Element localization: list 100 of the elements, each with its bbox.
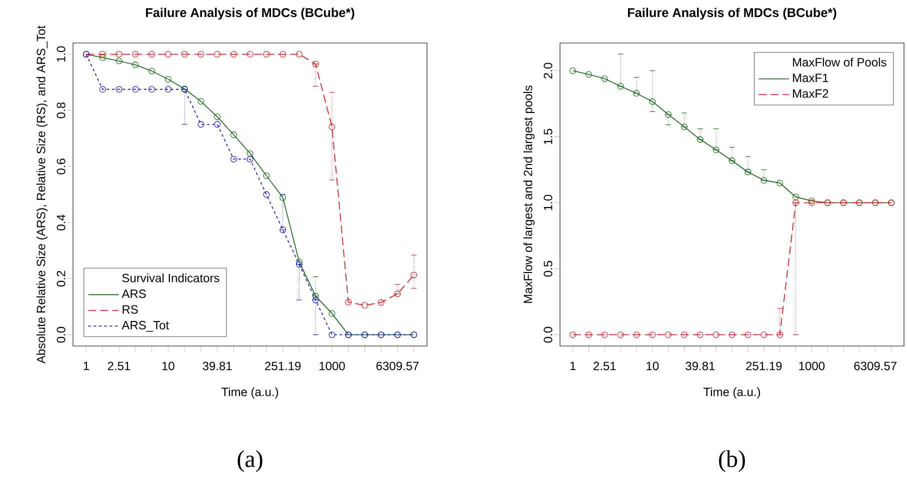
x-tick-label: 2.51 xyxy=(594,362,616,370)
point xyxy=(198,51,204,58)
point xyxy=(164,86,172,92)
x-tick-label: 10 xyxy=(646,362,659,370)
x-tick-label: 10 xyxy=(162,362,174,370)
point xyxy=(665,332,672,338)
point xyxy=(148,51,155,58)
legend-title: MaxFlow of Pools xyxy=(793,58,886,67)
y-tick-label: 0.2 xyxy=(56,270,66,287)
point xyxy=(728,332,736,338)
point xyxy=(681,332,688,338)
point xyxy=(697,136,704,143)
point xyxy=(792,200,799,206)
point xyxy=(214,121,220,128)
x-tick-label: 2.51 xyxy=(108,362,130,370)
y-tick-label: 0.5 xyxy=(544,260,552,277)
point xyxy=(328,332,336,338)
point xyxy=(633,90,640,96)
y-tick-label: 0.6 xyxy=(56,158,66,174)
x-tick-label: 1 xyxy=(84,362,89,370)
x-tick-label: 1000 xyxy=(320,362,345,370)
point xyxy=(280,226,286,234)
y-tick-label: 0.4 xyxy=(56,214,66,230)
point xyxy=(214,114,220,120)
point xyxy=(164,76,172,82)
point xyxy=(230,156,237,162)
point xyxy=(712,146,720,154)
point xyxy=(394,290,401,298)
legend-label: ARS_Tot xyxy=(122,320,169,332)
point xyxy=(116,58,122,64)
point xyxy=(570,332,576,338)
point xyxy=(164,51,172,58)
point xyxy=(665,111,672,118)
x-tick-label: 1000 xyxy=(799,362,825,370)
x-tick-label: 6309.57 xyxy=(376,362,419,370)
point xyxy=(214,51,220,58)
point xyxy=(132,86,139,92)
point xyxy=(617,332,624,338)
point xyxy=(263,51,270,58)
legend-label: RS xyxy=(122,305,138,314)
point xyxy=(99,86,106,92)
point xyxy=(246,150,254,157)
point xyxy=(586,332,592,338)
text: (b) xyxy=(719,450,745,472)
point xyxy=(633,332,640,338)
y-axis-title: MaxFlow of largest and 2nd largest pools xyxy=(523,86,535,303)
point xyxy=(776,180,784,186)
point xyxy=(246,51,254,58)
point xyxy=(697,332,704,338)
point xyxy=(328,310,336,317)
point xyxy=(728,158,736,164)
point xyxy=(328,124,336,130)
y-tick-label: 1.5 xyxy=(544,128,552,144)
point xyxy=(280,194,286,201)
x-axis-title: Time (a.u.) xyxy=(222,387,278,399)
y-tick-label: 1.0 xyxy=(544,194,552,210)
point xyxy=(649,98,656,105)
point xyxy=(312,292,319,300)
point xyxy=(116,51,122,58)
point xyxy=(378,299,384,306)
point xyxy=(586,71,592,78)
point xyxy=(617,83,624,90)
x-tick-label: 39.81 xyxy=(686,362,715,370)
point xyxy=(198,121,204,128)
legend-label: ARS xyxy=(122,289,146,298)
legend-label: MaxF1 xyxy=(793,74,828,82)
point xyxy=(362,302,368,309)
legend-title: Survival Indicators xyxy=(122,273,220,282)
point xyxy=(760,177,768,184)
point xyxy=(410,272,418,278)
point xyxy=(99,54,106,61)
point xyxy=(760,332,768,338)
point xyxy=(296,258,302,266)
point xyxy=(681,124,688,130)
point xyxy=(246,156,254,162)
x-tick-label: 6309.57 xyxy=(854,362,896,370)
point xyxy=(601,75,608,82)
y-tick-label: 0.8 xyxy=(56,102,66,118)
point xyxy=(148,68,155,74)
point xyxy=(792,194,799,200)
point xyxy=(601,332,608,338)
point xyxy=(198,98,204,105)
legend-label: MaxF2 xyxy=(793,89,828,98)
point xyxy=(744,168,752,176)
point xyxy=(116,86,122,92)
point xyxy=(132,62,139,68)
chart-title: Failure Analysis of MDCs (BCube*) xyxy=(146,8,354,20)
x-tick-label: 39.81 xyxy=(202,362,232,370)
x-tick-label: 251.19 xyxy=(265,362,301,370)
x-axis-title: Time (a.u.) xyxy=(703,387,760,399)
point xyxy=(296,51,302,58)
x-tick-label: 251.19 xyxy=(746,362,782,370)
y-tick-label: 1.0 xyxy=(56,46,66,62)
chart-title: Failure Analysis of MDCs (BCube*) xyxy=(628,8,836,20)
point xyxy=(312,296,319,304)
point xyxy=(744,332,752,338)
x-tick-label: 1 xyxy=(570,362,576,370)
point xyxy=(312,60,319,68)
point xyxy=(99,51,106,58)
point xyxy=(776,332,784,338)
